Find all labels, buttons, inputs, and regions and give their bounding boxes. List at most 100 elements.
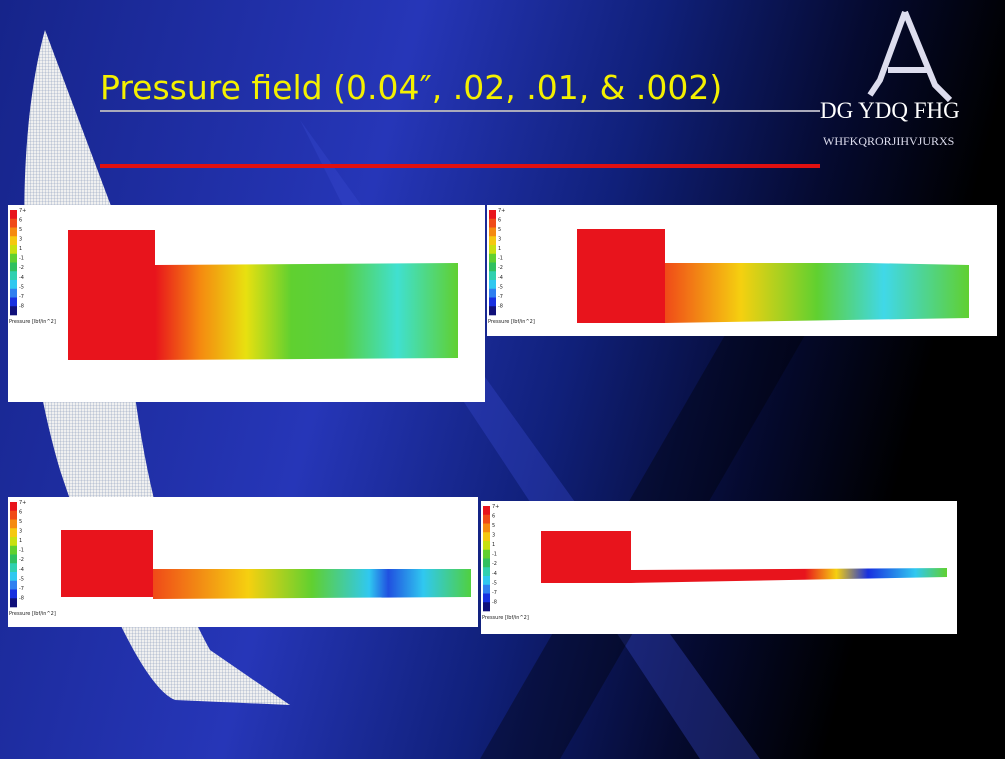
legend-label: 1: [498, 246, 501, 252]
legend-label: 1: [19, 538, 22, 544]
channel: [153, 569, 471, 599]
legend-swatch: [489, 210, 496, 220]
legend-label: -2: [19, 265, 24, 271]
legend-label: -4: [498, 275, 503, 281]
legend-label: 6: [498, 218, 501, 224]
legend-swatch: [489, 306, 496, 316]
logo-tagline: WHFKQRORJIHVJURXS: [823, 134, 955, 148]
legend-label: 5: [19, 519, 22, 525]
channel: [155, 263, 458, 360]
legend-swatch: [489, 280, 496, 290]
legend-label: 7+: [19, 208, 26, 214]
legend-swatch: [10, 510, 17, 520]
legend-label: -2: [19, 557, 24, 563]
legend-label: -7: [19, 586, 24, 592]
legend-label: -1: [492, 552, 497, 558]
plot-canvas: 7+ 6 5 3 1 -1 -2 -4 -5 -7 -8 Pressure [lbf/in^2]: [9, 500, 471, 617]
legend-label: -2: [498, 265, 503, 271]
legend-label: 3: [19, 529, 22, 535]
legend-swatch: [483, 549, 490, 559]
legend-swatch: [489, 262, 496, 272]
legend-swatch: [483, 541, 490, 551]
legend-label: 1: [492, 542, 495, 548]
plot-canvas: 7+ 6 5 3 1 -1 -2 -4 -5 -7 -8 Pressure [lbf/in^2]: [482, 504, 947, 621]
legend-label: -4: [19, 275, 24, 281]
legend-swatch: [10, 589, 17, 599]
channel: [631, 568, 947, 583]
legend-swatch: [489, 236, 496, 246]
legend-swatch: [10, 297, 17, 307]
pressure-plot: 7+ 6 5 3 1 -1 -2 -4 -5 -7 -8 Pressure [lbf/in^2]: [8, 497, 478, 627]
legend-label: -7: [492, 590, 497, 596]
legend-label: -8: [19, 303, 24, 309]
legend-swatch: [489, 218, 496, 228]
plot-canvas: 7+ 6 5 3 1 -1 -2 -4 -5 -7 -8 Pressure [lbf/in^2]: [9, 208, 458, 360]
legend-label: -1: [498, 256, 503, 262]
legend-label: -1: [19, 548, 24, 554]
legend-swatch: [10, 502, 17, 512]
legend-label: 6: [492, 514, 495, 520]
legend-label: -1: [19, 256, 24, 262]
legend-swatch: [483, 514, 490, 524]
title: Pressure field (0.04″, .02, .01, & .002): [100, 68, 723, 107]
legend-swatch: [483, 576, 490, 586]
plot-canvas: 7+ 6 5 3 1 -1 -2 -4 -5 -7 -8 Pressure [lbf/in^2]: [488, 208, 969, 325]
legend-swatch: [10, 280, 17, 290]
legend-swatch: [483, 558, 490, 568]
legend-swatch: [489, 271, 496, 281]
legend-swatch: [10, 227, 17, 237]
legend-label: -8: [498, 303, 503, 309]
legend-label: 5: [498, 227, 501, 233]
legend-swatch: [489, 253, 496, 263]
legend-swatch: [483, 584, 490, 594]
legend-label: -5: [492, 580, 497, 586]
legend-swatch: [483, 602, 490, 612]
block: [577, 229, 665, 323]
legend-label: 3: [19, 237, 22, 243]
legend-swatch: [10, 262, 17, 272]
legend-swatch: [10, 288, 17, 298]
legend-title: Pressure [lbf/in^2]: [482, 615, 529, 621]
legend-label: -4: [492, 571, 497, 577]
channel: [665, 263, 969, 323]
legend-swatch: [10, 572, 17, 582]
legend-label: -7: [498, 294, 503, 300]
legend-label: -4: [19, 567, 24, 573]
legend-swatch: [10, 563, 17, 573]
legend-label: -5: [498, 284, 503, 290]
legend-swatch: [489, 297, 496, 307]
legend-title: Pressure [lbf/in^2]: [9, 319, 56, 325]
legend-label: 3: [492, 533, 495, 539]
legend-label: 6: [19, 218, 22, 224]
legend-swatch: [10, 306, 17, 316]
legend-label: 7+: [19, 500, 26, 506]
legend-label: -2: [492, 561, 497, 567]
legend-swatch: [489, 288, 496, 298]
legend-label: 1: [19, 246, 22, 252]
legend-swatch: [10, 554, 17, 564]
legend-label: 3: [498, 237, 501, 243]
pressure-plot: 7+ 6 5 3 1 -1 -2 -4 -5 -7 -8 Pressure [lbf/in^2]: [487, 205, 997, 336]
legend-swatch: [10, 236, 17, 246]
pressure-plot: 7+ 6 5 3 1 -1 -2 -4 -5 -7 -8 Pressure [lbf/in^2]: [481, 501, 957, 634]
legend-title: Pressure [lbf/in^2]: [9, 611, 56, 617]
legend-label: 7+: [498, 208, 505, 214]
block: [68, 230, 155, 360]
legend-swatch: [483, 506, 490, 516]
block: [61, 530, 153, 597]
legend-label: -5: [19, 284, 24, 290]
legend-label: -5: [19, 576, 24, 582]
legend-swatch: [10, 537, 17, 547]
legend-swatch: [10, 528, 17, 538]
legend-label: 5: [492, 523, 495, 529]
legend-label: 5: [19, 227, 22, 233]
legend-swatch: [10, 598, 17, 608]
block: [541, 531, 631, 583]
legend-swatch: [10, 271, 17, 281]
legend-title: Pressure [lbf/in^2]: [488, 319, 535, 325]
legend-swatch: [10, 253, 17, 263]
legend-swatch: [10, 580, 17, 590]
legend-swatch: [10, 245, 17, 255]
legend-swatch: [483, 567, 490, 577]
